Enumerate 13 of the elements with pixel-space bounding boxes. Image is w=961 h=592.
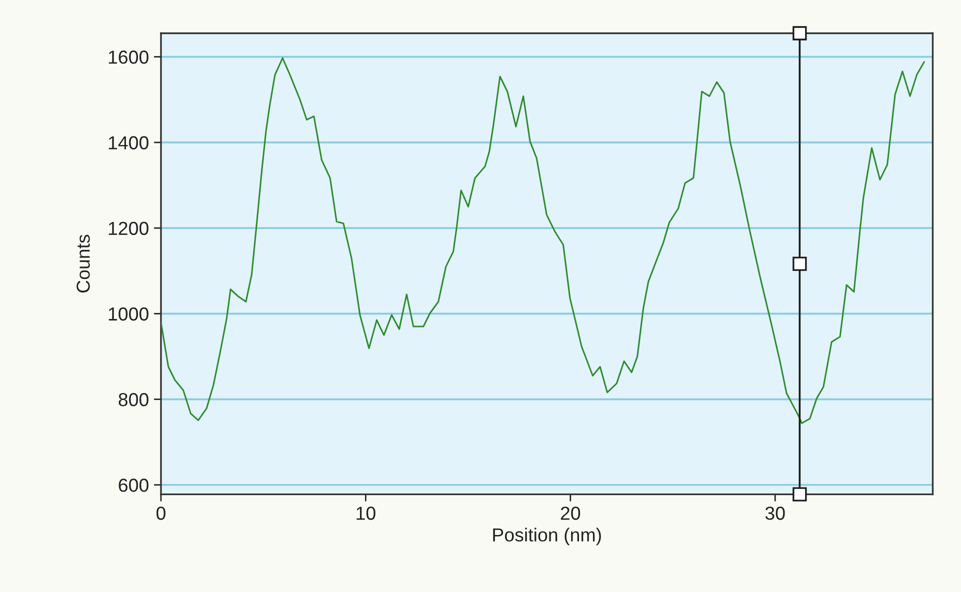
y-tick-label: 600 <box>118 478 148 492</box>
x-tick-label: 20 <box>560 506 580 520</box>
x-tick-label: 0 <box>156 506 166 520</box>
y-axis-title: Counts <box>76 234 90 293</box>
y-tick-label: 800 <box>118 392 148 406</box>
x-axis-title: Position (nm) <box>493 528 601 546</box>
line-series <box>160 57 925 424</box>
x-tick-label: 30 <box>765 506 785 520</box>
x-tick-label: 10 <box>356 506 376 520</box>
y-tick-label: 1400 <box>108 136 148 150</box>
y-tick-label: 1600 <box>108 50 148 64</box>
y-tick-label: 1200 <box>108 222 148 236</box>
y-tick-label: 1000 <box>108 307 148 321</box>
